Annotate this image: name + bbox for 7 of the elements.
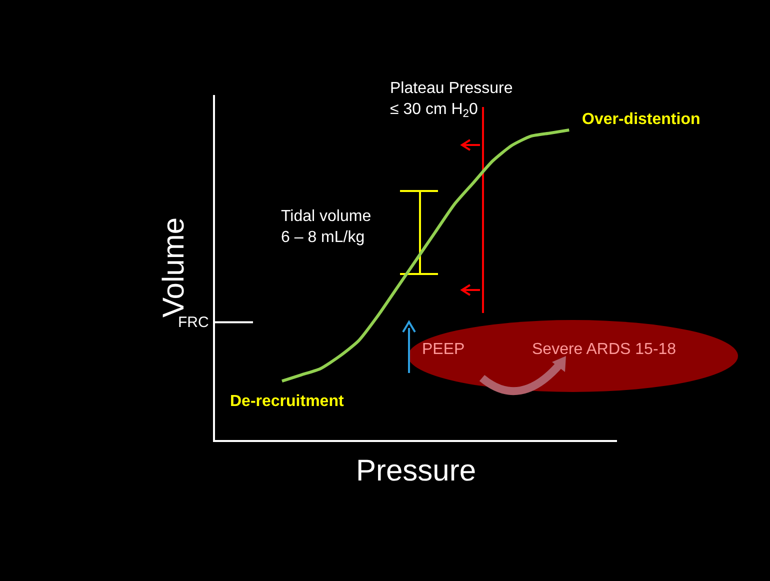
text: Plateau Pressure ≤ 30 cm H$_{2}$0: [390, 80, 513, 120]
annotation: PEEP: [422, 341, 465, 358]
text: Over-distention: [582, 111, 700, 128]
x-axis-title: Pressure: [356, 454, 476, 488]
annotation: De-recruitment: [230, 393, 344, 410]
annotation: Severe ARDS 15-18: [532, 341, 676, 358]
annotation: Tidal volume 6 – 8 mL/kg: [281, 208, 372, 246]
